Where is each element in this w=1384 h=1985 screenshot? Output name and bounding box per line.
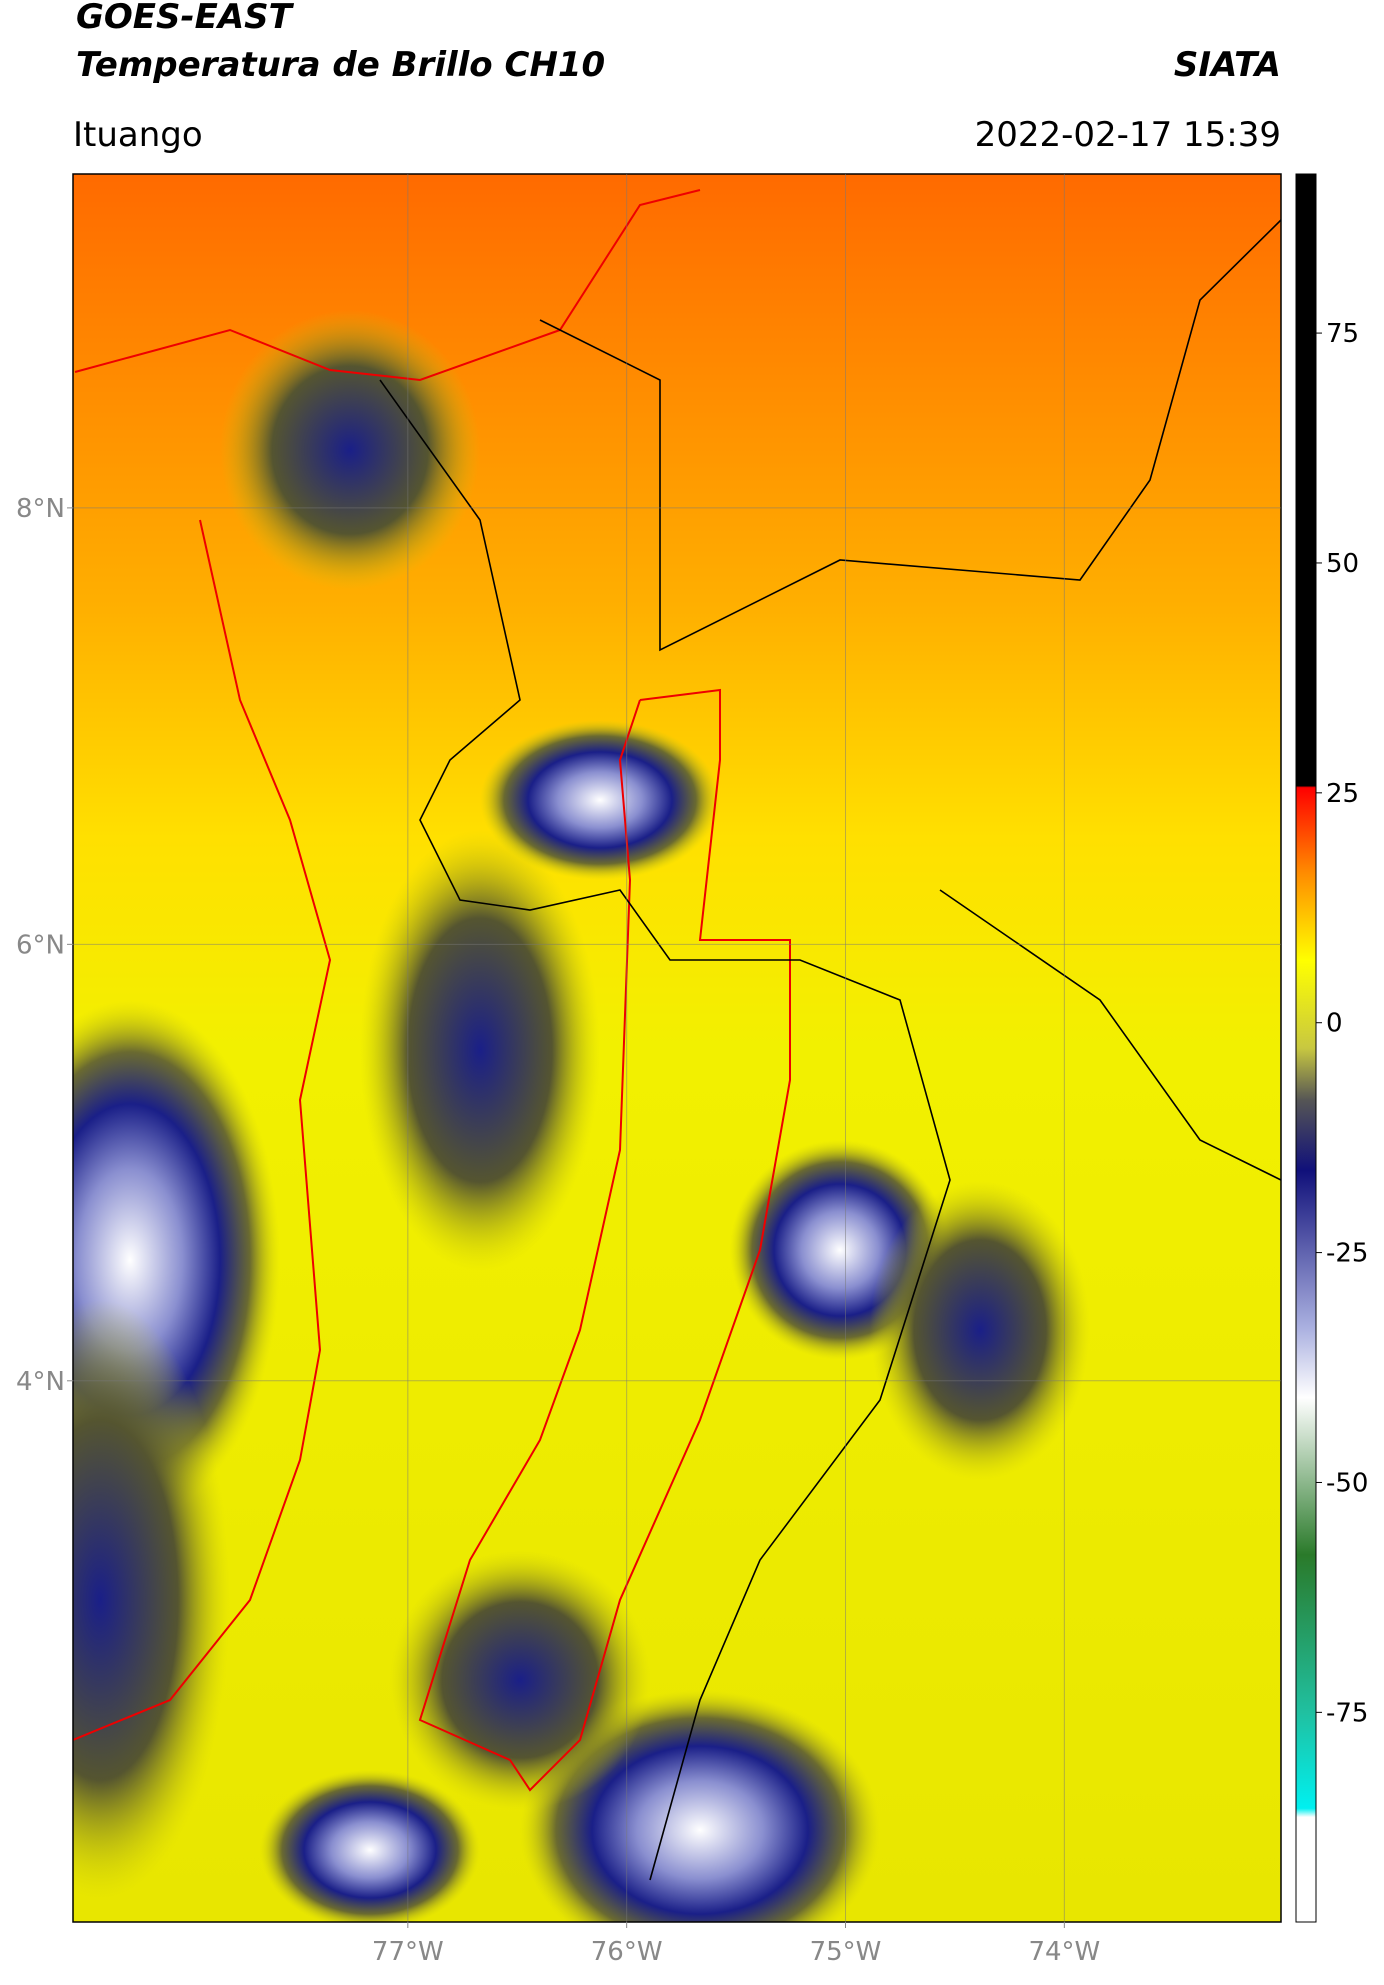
colorbar-tick-label: -25	[1326, 1239, 1368, 1269]
map-frame	[72, 173, 1282, 1923]
map-image	[73, 174, 1281, 1922]
colorbar-tick-label: 50	[1326, 549, 1359, 579]
y-tick-label: 6°N	[16, 930, 65, 960]
x-tick-label: 75°W	[810, 1937, 882, 1967]
title: GOES-EAST	[76, 0, 295, 37]
y-tick-label: 8°N	[16, 494, 65, 524]
x-tick-label: 74°W	[1028, 1937, 1100, 1967]
source: SIATA	[1174, 45, 1281, 85]
colorbar-tick-label: -75	[1326, 1698, 1368, 1728]
colorbar	[1295, 173, 1317, 1923]
colorbar-tick-label: 25	[1326, 779, 1359, 809]
subtitle: Temperatura de Brillo CH10	[76, 45, 605, 85]
x-tick-label: 76°W	[591, 1937, 663, 1967]
x-tick-label: 77°W	[372, 1937, 444, 1967]
location: Ituango	[73, 115, 203, 155]
y-tick-label: 4°N	[16, 1367, 65, 1397]
colorbar-tick-label: 0	[1326, 1009, 1343, 1039]
colorbar-tick-label: -50	[1326, 1468, 1368, 1498]
datetime: 2022-02-17 15:39	[975, 115, 1281, 155]
colorbar-tick-label: 75	[1326, 319, 1359, 349]
